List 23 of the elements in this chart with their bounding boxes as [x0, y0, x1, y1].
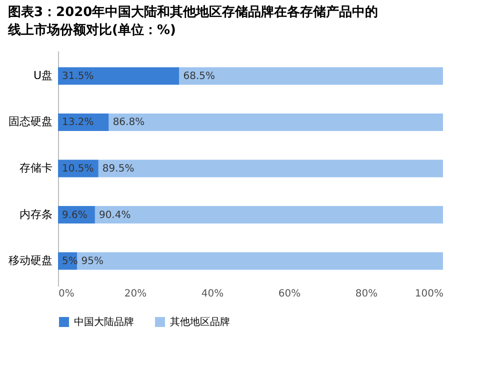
data-label: 86.8% [112, 117, 145, 128]
data-label: 10.5% [62, 164, 94, 174]
x-tick-label: 40% [201, 288, 224, 300]
data-label: 95% [81, 256, 104, 268]
y-tick-label: 移动硬盘 [8, 254, 52, 268]
chart-title: 图表3：2020年中国大陆和其他地区存储品牌在各存储产品中的线上市场份额对比(单位：%) [7, 4, 378, 38]
x-tick-label: 100% [414, 288, 444, 300]
data-label: 90.4% [98, 210, 131, 221]
y-tick-label: 内存条 [20, 208, 52, 221]
y-tick-label: 存储卡 [20, 162, 52, 174]
y-tick-label: 固态硬盘 [8, 115, 52, 128]
x-tick-label: 20% [124, 288, 147, 300]
x-tick-label: 80% [355, 288, 378, 300]
data-label: 9.6% [62, 210, 88, 221]
data-label: 13.2% [62, 117, 94, 128]
legend-label: 中国大陆品牌 [74, 316, 134, 328]
data-label: 31.5% [62, 70, 94, 82]
data-label: 68.5% [183, 70, 216, 82]
data-label: 89.5% [102, 164, 134, 174]
legend-label: 其他地区品牌 [170, 316, 230, 328]
x-tick-label: 0% [58, 288, 74, 300]
x-tick-label: 60% [278, 288, 301, 300]
y-tick-label: U盘 [33, 68, 52, 82]
